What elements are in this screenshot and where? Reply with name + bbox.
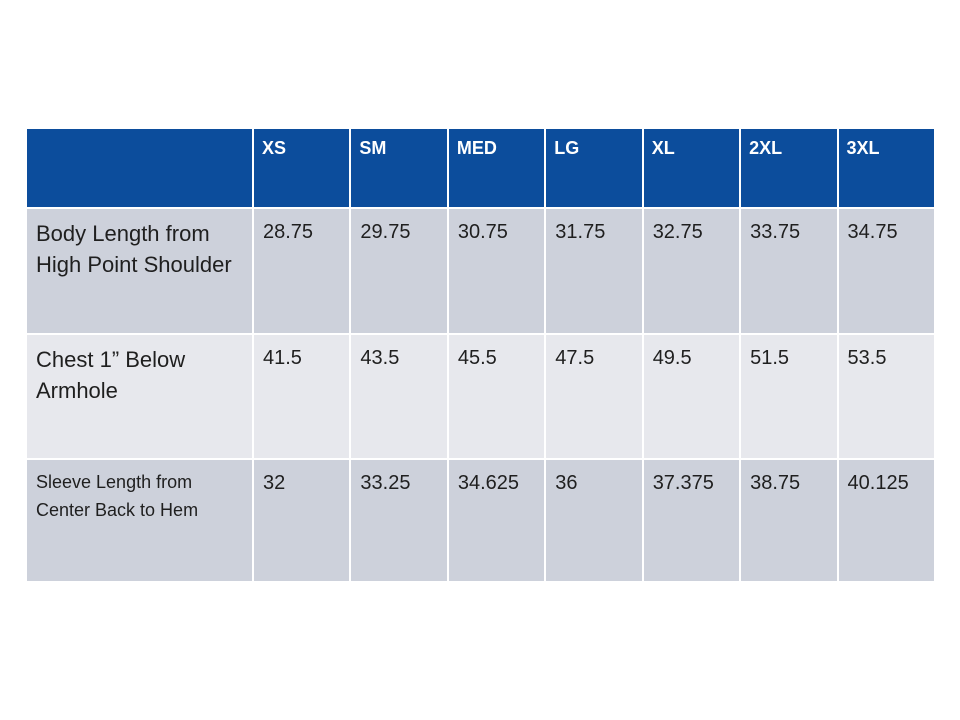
chest-sm: 43.5 <box>349 332 449 461</box>
row-label-sleeve-length: Sleeve Length from Center Back to Hem <box>25 458 254 583</box>
chest-3xl: 53.5 <box>836 332 937 461</box>
header-row: XS SM MED LG XL 2XL 3XL <box>25 127 937 209</box>
row-label-body-length: Body Length from High Point Shoulder <box>25 207 254 335</box>
header-corner-cell <box>25 127 254 209</box>
body-length-xl: 32.75 <box>641 207 742 335</box>
sleeve-length-xs: 32 <box>251 458 352 583</box>
body-length-lg: 31.75 <box>544 207 644 335</box>
column-header-2xl: 2XL <box>739 127 839 209</box>
sleeve-length-2xl: 38.75 <box>739 458 839 583</box>
body-length-2xl: 33.75 <box>739 207 839 335</box>
sleeve-length-lg: 36 <box>544 458 644 583</box>
table-row-sleeve-length: Sleeve Length from Center Back to Hem 32… <box>25 458 937 583</box>
column-header-3xl: 3XL <box>836 127 937 209</box>
sleeve-length-med: 34.625 <box>446 458 547 583</box>
sleeve-length-xl: 37.375 <box>641 458 742 583</box>
column-header-xs: XS <box>251 127 352 209</box>
body-length-med: 30.75 <box>446 207 547 335</box>
column-header-xl: XL <box>641 127 742 209</box>
body-length-3xl: 34.75 <box>836 207 937 335</box>
size-chart-table: XS SM MED LG XL 2XL 3XL Body Length from… <box>25 127 937 583</box>
chest-med: 45.5 <box>446 332 547 461</box>
column-header-lg: LG <box>544 127 644 209</box>
chest-xl: 49.5 <box>641 332 742 461</box>
column-header-sm: SM <box>349 127 449 209</box>
chest-xs: 41.5 <box>251 332 352 461</box>
row-label-chest: Chest 1” Below Armhole <box>25 332 254 461</box>
chest-lg: 47.5 <box>544 332 644 461</box>
table-row-body-length: Body Length from High Point Shoulder 28.… <box>25 207 937 335</box>
body-length-sm: 29.75 <box>349 207 449 335</box>
sleeve-length-sm: 33.25 <box>349 458 449 583</box>
sleeve-length-3xl: 40.125 <box>836 458 937 583</box>
column-header-med: MED <box>446 127 547 209</box>
table-header: XS SM MED LG XL 2XL 3XL <box>25 127 937 209</box>
body-length-xs: 28.75 <box>251 207 352 335</box>
table-row-chest: Chest 1” Below Armhole 41.5 43.5 45.5 47… <box>25 332 937 461</box>
table-body: Body Length from High Point Shoulder 28.… <box>25 207 937 583</box>
chest-2xl: 51.5 <box>739 332 839 461</box>
